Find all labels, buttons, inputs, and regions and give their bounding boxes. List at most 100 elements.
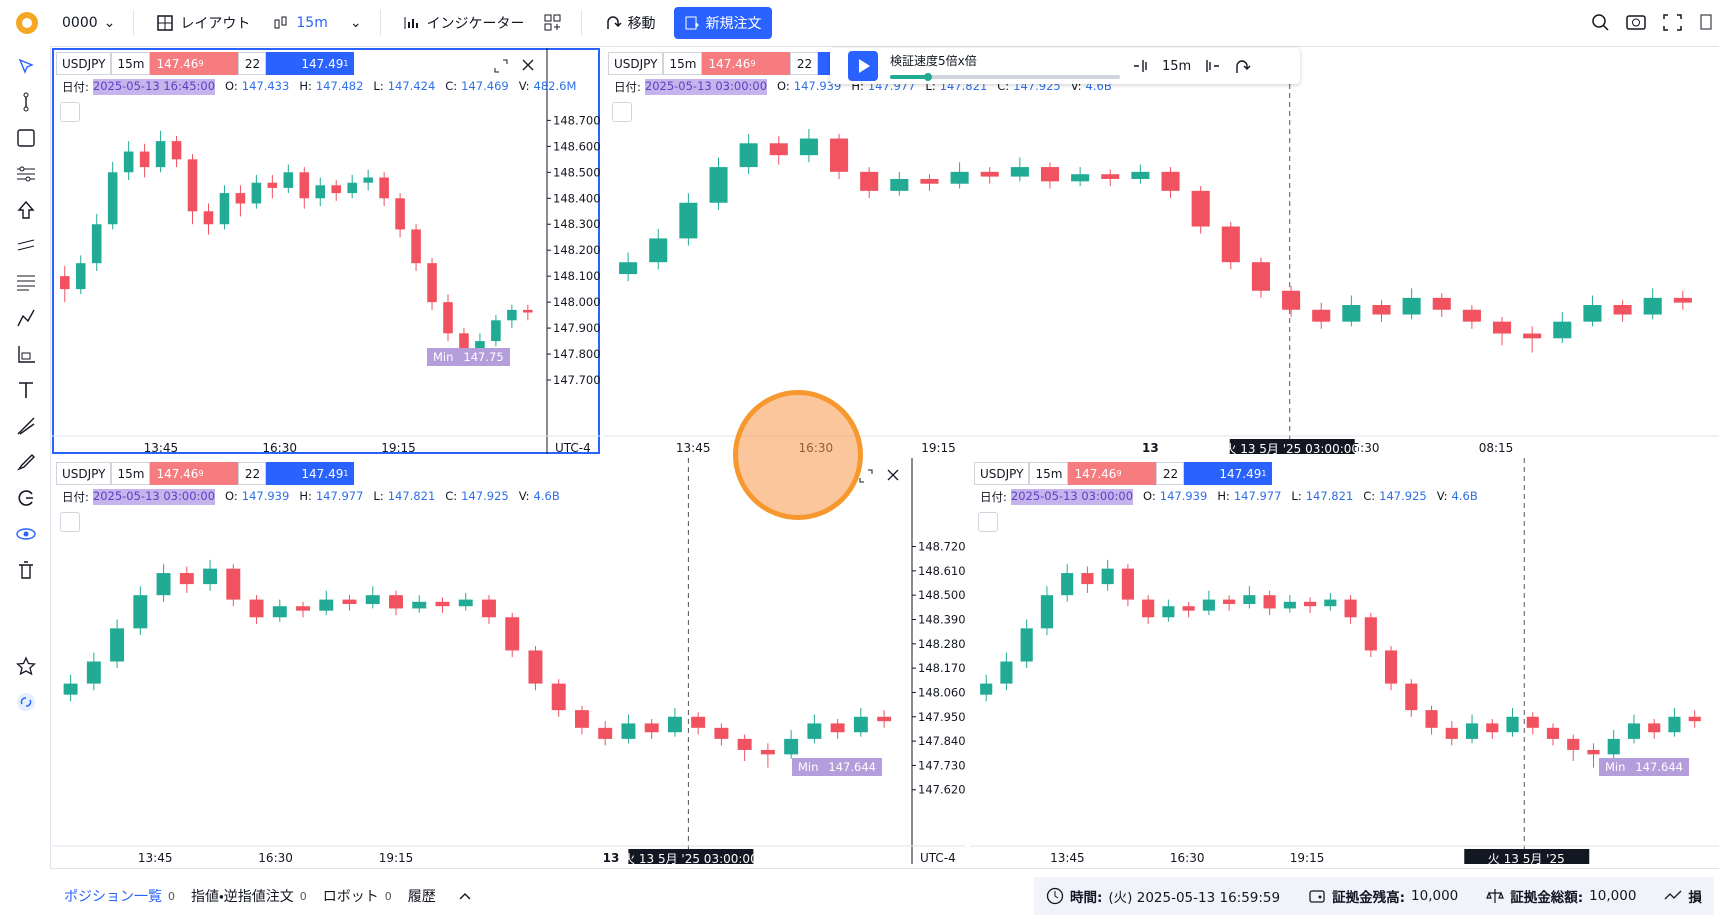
step-back-icon[interactable]: [1132, 57, 1150, 75]
candle-body: [1251, 262, 1270, 291]
candle-body: [1587, 749, 1600, 755]
play-button[interactable]: [848, 51, 878, 81]
candle-body: [980, 683, 993, 695]
candle-body: [528, 650, 543, 684]
bid-price[interactable]: 147.46 9: [150, 462, 239, 485]
interval[interactable]: 15m: [663, 52, 703, 75]
bid-sup: 9: [198, 59, 204, 68]
v-value: 482.6M: [533, 79, 577, 93]
candle-body: [619, 262, 638, 275]
candle-body: [342, 599, 357, 605]
candle-body: [551, 683, 566, 711]
min-label: Min 147.75: [427, 348, 510, 366]
candle-body: [1506, 716, 1519, 733]
candle-body: [365, 595, 380, 605]
candle-body: [395, 198, 405, 230]
crosshair-label-bg: [628, 849, 754, 864]
robot-tab[interactable]: ロボット: [322, 889, 379, 905]
speed-slider[interactable]: [890, 72, 1120, 81]
close-icon: [887, 469, 899, 481]
chart-canvas: 147.620 147.730 147.840 147.950 148.060 148.1…: [52, 458, 965, 864]
y-tick-label: 147.950: [918, 710, 965, 724]
candle-body: [123, 151, 134, 173]
ask-main: 147.49: [301, 466, 344, 481]
candle-body: [860, 171, 879, 191]
move-button[interactable]: 移動: [604, 13, 656, 33]
candle-body: [59, 276, 70, 290]
interval[interactable]: 15m: [111, 52, 151, 75]
y-tick-label: 148.200: [553, 243, 600, 257]
candle-body: [769, 143, 788, 156]
collapse-button[interactable]: [60, 512, 80, 532]
jump-icon[interactable]: [1233, 57, 1251, 75]
y-tick-label: 148.390: [918, 612, 965, 626]
candle-body: [482, 599, 496, 618]
candle-body: [1607, 738, 1620, 755]
crosshair-label: 火 13 5月 '25 03:00:00: [623, 852, 758, 864]
maximize-icon: [494, 59, 508, 73]
history-tab[interactable]: 履歴: [407, 889, 436, 905]
interval[interactable]: 15m: [111, 462, 151, 485]
code-select[interactable]: 0000 ⌄: [62, 15, 115, 31]
templates-icon[interactable]: [543, 13, 563, 33]
new-order-button[interactable]: 新規注文: [673, 7, 772, 39]
candle-body: [1202, 599, 1215, 611]
candle-body: [1282, 290, 1301, 310]
h-value: 147.977: [315, 489, 364, 503]
indicator-button[interactable]: インジケーター: [403, 13, 525, 33]
symbol[interactable]: USDJPY: [608, 52, 664, 75]
candle-body: [667, 716, 682, 733]
symbol[interactable]: USDJPY: [56, 52, 112, 75]
candle-body: [523, 309, 533, 313]
layout-button[interactable]: レイアウト: [156, 13, 250, 33]
interval-select[interactable]: 15m ⌄: [272, 14, 362, 32]
orders-tab[interactable]: 指値・逆指値注文: [191, 889, 294, 905]
candle-body: [621, 723, 636, 739]
replay-interval[interactable]: 15m: [1162, 58, 1192, 74]
separator: [580, 10, 582, 36]
symbol[interactable]: USDJPY: [56, 462, 112, 485]
v-label: V:: [518, 489, 530, 503]
bid-price[interactable]: 147.46 9: [702, 52, 791, 75]
x-tick-label: 13:45: [138, 851, 173, 864]
y-tick-label: 148.280: [918, 637, 965, 651]
h-value: 147.482: [315, 79, 364, 93]
c-label: C:: [445, 489, 458, 503]
robot-count: 0: [384, 889, 392, 903]
candle-body: [830, 138, 849, 172]
positions-tab[interactable]: ポジション一覧: [64, 889, 162, 905]
spread: 22: [1156, 462, 1185, 485]
symbol[interactable]: USDJPY: [974, 462, 1030, 485]
maximize-icon: [859, 469, 873, 483]
bid-price[interactable]: 147.46 9: [1068, 462, 1157, 485]
collapse-button[interactable]: [60, 102, 80, 122]
candle-body: [1384, 650, 1398, 684]
candle-body: [1627, 723, 1641, 739]
candle-body: [319, 599, 334, 611]
bid-price[interactable]: 147.46 9: [150, 52, 239, 75]
candle-body: [1162, 606, 1175, 618]
candle-body: [203, 568, 218, 585]
collapse-icon[interactable]: [458, 891, 472, 901]
step-forward-icon[interactable]: [1203, 57, 1221, 75]
y-tick-label: 148.060: [918, 685, 965, 699]
collapse-button[interactable]: [978, 512, 998, 532]
candle-body: [296, 606, 310, 611]
candle-body: [1221, 226, 1240, 263]
candle-body: [1101, 174, 1120, 179]
interval[interactable]: 15m: [1029, 462, 1069, 485]
min-value: 147.644: [1635, 760, 1683, 774]
candle-body: [890, 178, 909, 191]
candle-body: [315, 185, 326, 199]
candle-body: [203, 211, 214, 225]
candle-body: [1425, 710, 1438, 728]
collapse-button[interactable]: [612, 102, 632, 122]
date-label: 日付:: [62, 490, 89, 504]
candle-body: [411, 229, 421, 264]
y-tick-label: 147.700: [553, 373, 600, 387]
